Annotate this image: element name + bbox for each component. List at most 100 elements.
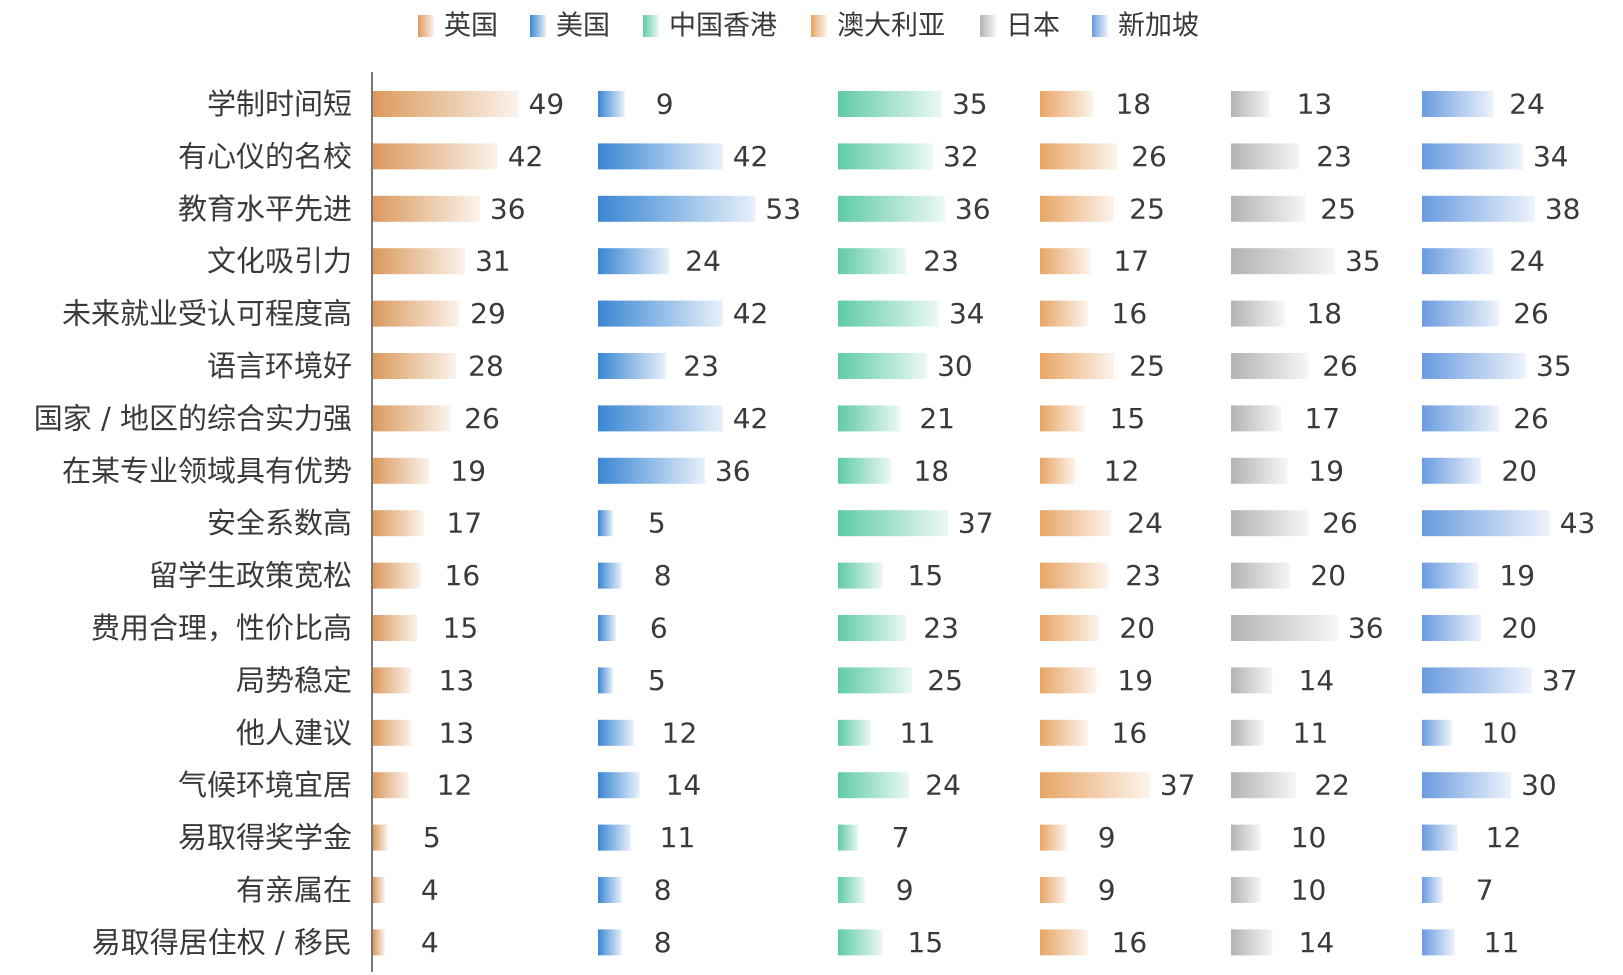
- value-label-5-7: 20: [1501, 454, 1537, 487]
- value-label-0-4: 29: [470, 297, 506, 330]
- bar-5-12: [1422, 719, 1452, 746]
- category-label-15: 有亲属在: [236, 873, 352, 907]
- value-label-4-4: 18: [1306, 297, 1342, 330]
- bar-5-9: [1422, 562, 1479, 589]
- bar-5-11: [1422, 667, 1532, 694]
- bar-1-3: [598, 248, 670, 275]
- bar-3-11: [1040, 667, 1097, 694]
- bar-3-15: [1040, 877, 1067, 903]
- bar-3-10: [1040, 615, 1100, 641]
- bar-4-9: [1231, 562, 1291, 589]
- value-label-4-2: 25: [1320, 192, 1356, 225]
- value-label-2-3: 23: [923, 245, 959, 278]
- bar-0-13: [373, 772, 409, 799]
- bar-3-13: [1040, 772, 1150, 799]
- bar-0-0: [373, 91, 519, 117]
- value-label-0-10: 15: [443, 612, 479, 645]
- value-label-4-16: 14: [1299, 926, 1335, 959]
- value-label-4-14: 10: [1291, 821, 1327, 854]
- bar-4-14: [1231, 824, 1261, 851]
- bar-0-10: [373, 615, 418, 641]
- value-label-4-9: 20: [1310, 559, 1346, 592]
- value-label-1-2: 53: [765, 192, 801, 225]
- value-label-1-10: 6: [650, 612, 668, 645]
- legend-swatch-1: [530, 15, 546, 37]
- category-label-7: 在某专业领域具有优势: [62, 454, 352, 488]
- bar-3-0: [1040, 91, 1094, 117]
- value-label-5-1: 34: [1533, 140, 1569, 173]
- bar-1-8: [598, 510, 613, 537]
- bar-3-3: [1040, 248, 1091, 275]
- bar-0-2: [373, 195, 480, 222]
- bar-0-4: [373, 300, 460, 327]
- bar-5-1: [1422, 143, 1523, 170]
- bar-4-16: [1231, 929, 1273, 956]
- bar-4-12: [1231, 719, 1264, 746]
- bar-4-6: [1231, 405, 1282, 432]
- value-label-3-7: 12: [1104, 454, 1140, 487]
- bar-0-8: [373, 510, 424, 537]
- value-label-1-5: 23: [683, 350, 719, 383]
- bar-3-2: [1040, 195, 1115, 222]
- category-label-13: 气候环境宜居: [178, 768, 352, 802]
- legend-swatch-0: [418, 15, 434, 37]
- bar-0-5: [373, 353, 457, 379]
- category-label-2: 教育水平先进: [178, 192, 352, 226]
- value-label-5-15: 7: [1476, 874, 1494, 907]
- category-label-6: 国家 / 地区的综合实力强: [34, 401, 352, 435]
- value-label-1-12: 12: [662, 716, 698, 749]
- category-label-4: 未来就业受认可程度高: [62, 297, 352, 331]
- category-label-12: 他人建议: [236, 716, 352, 750]
- value-label-2-15: 9: [896, 874, 914, 907]
- category-label-16: 易取得居住权 / 移民: [92, 925, 352, 959]
- category-labels: 学制时间短有心仪的名校教育水平先进文化吸引力未来就业受认可程度高语言环境好国家 …: [34, 87, 352, 959]
- value-label-0-0: 49: [529, 88, 565, 121]
- value-label-1-0: 9: [656, 88, 674, 121]
- bar-4-5: [1231, 353, 1309, 379]
- legend-label-0: 英国: [444, 11, 498, 42]
- bar-4-15: [1231, 877, 1261, 903]
- bar-2-10: [838, 615, 907, 641]
- bar-2-8: [838, 510, 948, 537]
- bar-5-8: [1422, 510, 1550, 537]
- bar-4-10: [1231, 615, 1338, 641]
- legend-label-1: 美国: [556, 11, 610, 42]
- value-label-4-3: 35: [1345, 245, 1381, 278]
- bar-4-2: [1231, 195, 1306, 222]
- category-label-0: 学制时间短: [207, 87, 352, 121]
- bar-1-7: [598, 457, 705, 484]
- legend-label-3: 澳大利亚: [837, 11, 945, 42]
- value-label-5-11: 37: [1542, 664, 1578, 697]
- bar-5-3: [1422, 248, 1494, 275]
- value-label-3-9: 23: [1125, 559, 1161, 592]
- value-label-4-0: 13: [1297, 88, 1333, 121]
- value-label-1-1: 42: [733, 140, 769, 173]
- value-label-0-3: 31: [475, 245, 511, 278]
- value-label-0-12: 13: [439, 716, 475, 749]
- bar-1-4: [598, 300, 723, 327]
- value-label-5-5: 35: [1536, 350, 1572, 383]
- bar-2-15: [838, 877, 865, 903]
- bar-4-3: [1231, 248, 1335, 275]
- value-label-5-2: 38: [1545, 192, 1581, 225]
- legend-swatch-4: [980, 15, 996, 37]
- bar-2-7: [838, 457, 892, 484]
- bar-4-11: [1231, 667, 1273, 694]
- bar-1-14: [598, 824, 631, 851]
- bar-3-8: [1040, 510, 1112, 537]
- bar-2-13: [838, 772, 910, 799]
- value-label-3-1: 26: [1131, 140, 1167, 173]
- legend: 英国 美国 中国香港 澳大利亚 日本 新加坡: [418, 11, 1199, 42]
- value-label-2-0: 35: [952, 88, 988, 121]
- bar-2-0: [838, 91, 942, 117]
- bar-3-16: [1040, 929, 1088, 956]
- value-label-3-16: 16: [1112, 926, 1148, 959]
- value-label-5-4: 26: [1513, 297, 1549, 330]
- bar-5-7: [1422, 457, 1482, 484]
- bar-3-6: [1040, 405, 1085, 432]
- value-label-1-14: 11: [660, 821, 696, 854]
- bar-5-5: [1422, 353, 1526, 379]
- value-label-2-4: 34: [949, 297, 985, 330]
- value-label-4-11: 14: [1299, 664, 1335, 697]
